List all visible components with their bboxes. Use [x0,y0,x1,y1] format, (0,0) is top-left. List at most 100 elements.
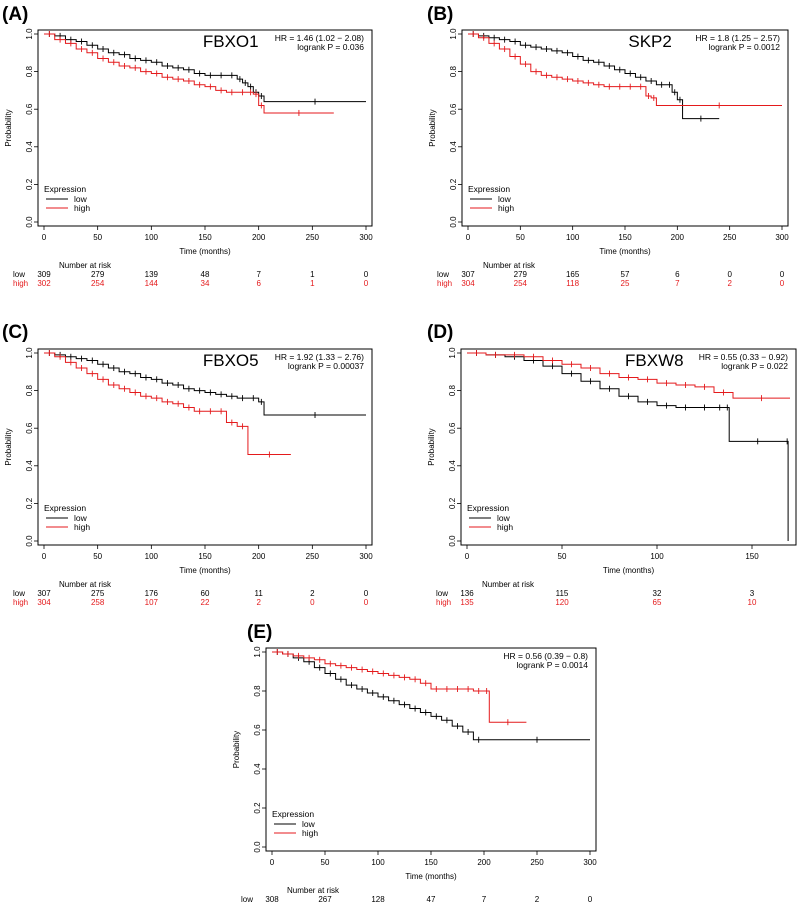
risk-count-low: 0 [588,895,593,903]
risk-count-low: 307 [461,270,475,279]
risk-count-low: 1 [310,270,315,279]
x-tick-label: 300 [775,233,789,242]
risk-count-high: 0 [780,279,785,288]
risk-count-high: 118 [566,279,579,288]
y-tick-label: 0.6 [25,103,34,115]
logrank-p: logrank P = 0.022 [721,361,788,371]
panel-label: (C) [2,322,28,343]
gene-title: FBXO5 [203,351,259,370]
y-tick-label: 0.0 [25,216,34,228]
y-tick-label: 0.0 [25,535,34,547]
x-tick-label: 250 [306,233,320,242]
x-tick-label: 50 [558,552,567,561]
y-tick-label: 1.0 [448,347,457,359]
risk-table-title: Number at risk [287,886,340,895]
legend-label-high: high [74,522,90,532]
y-tick-label: 1.0 [449,28,458,40]
panel-label: (D) [427,322,453,343]
plot-frame [461,29,789,227]
panel-label: (E) [247,622,272,643]
x-tick-label: 0 [466,233,471,242]
risk-count-low: 136 [460,589,474,598]
survival-curve-low [468,33,720,120]
x-tick-label: 150 [745,552,759,561]
risk-count-low: 0 [364,270,369,279]
risk-count-low: 3 [750,589,755,598]
y-tick-label: 0.2 [448,497,457,509]
risk-count-low: 176 [145,589,159,598]
y-tick-label: 0.6 [448,422,457,434]
x-tick-label: 200 [252,233,266,242]
y-tick-label: 0.4 [25,460,34,472]
risk-count-high: 7 [675,279,680,288]
x-tick-label: 0 [42,552,47,561]
y-axis-label: Probability [232,731,241,768]
risk-count-low: 60 [201,589,210,598]
risk-row-label-high: high [13,279,28,288]
risk-row-label-low: low [13,270,25,279]
logrank-p: logrank P = 0.0014 [517,660,589,670]
logrank-p: logrank P = 0.036 [297,42,364,52]
legend-label-low: low [498,194,512,204]
risk-count-high: 107 [145,598,159,607]
x-tick-label: 250 [723,233,737,242]
y-tick-label: 0.8 [448,384,457,396]
risk-count-high: 2 [727,279,732,288]
risk-row-label-low: low [241,895,253,903]
legend-title: Expression [467,503,509,513]
x-tick-label: 100 [371,858,385,867]
x-tick-label: 150 [198,233,212,242]
risk-table-title: Number at risk [59,261,112,270]
x-tick-label: 200 [252,552,266,561]
y-tick-label: 0.2 [25,178,34,190]
risk-count-high: 120 [555,598,569,607]
x-tick-label: 300 [359,552,373,561]
risk-count-low: 0 [364,589,369,598]
hazard-ratio: HR = 1.46 (1.02 − 2.08) [275,33,364,43]
risk-count-low: 115 [556,589,569,598]
y-tick-label: 0.6 [25,422,34,434]
risk-count-high: 258 [91,598,105,607]
risk-count-low: 267 [318,895,332,903]
survival-curve-low [272,651,590,741]
y-tick-label: 0.8 [449,65,458,77]
y-tick-label: 0.0 [449,216,458,228]
y-axis-label: Probability [4,109,13,146]
legend-title: Expression [272,809,314,819]
y-axis-label: Probability [427,428,436,465]
x-tick-label: 150 [424,858,438,867]
legend-label-high: high [498,203,514,213]
x-tick-label: 150 [198,552,212,561]
legend-title: Expression [44,184,86,194]
risk-count-low: 128 [371,895,385,903]
x-tick-label: 50 [93,233,102,242]
risk-count-low: 279 [514,270,528,279]
y-tick-label: 1.0 [25,28,34,40]
risk-count-high: 34 [201,279,210,288]
x-tick-label: 200 [671,233,685,242]
risk-count-high: 0 [364,279,369,288]
x-tick-label: 250 [306,552,320,561]
y-tick-label: 0.2 [25,497,34,509]
y-axis-label: Probability [428,109,437,146]
x-tick-label: 100 [145,552,159,561]
x-tick-label: 150 [618,233,632,242]
risk-count-high: 22 [201,598,210,607]
hazard-ratio: HR = 0.55 (0.33 − 0.92) [699,352,788,362]
risk-count-low: 48 [201,270,210,279]
risk-count-high: 0 [310,598,315,607]
hazard-ratio: HR = 1.92 (1.33 − 2.76) [275,352,364,362]
y-tick-label: 0.8 [253,685,262,697]
risk-count-high: 65 [653,598,662,607]
risk-count-high: 254 [91,279,105,288]
y-tick-label: 0.2 [449,178,458,190]
risk-count-high: 304 [37,598,51,607]
survival-curve-low [467,352,789,541]
risk-count-low: 2 [310,589,315,598]
risk-row-label-low: low [437,270,449,279]
x-tick-label: 100 [145,233,159,242]
risk-count-high: 144 [145,279,159,288]
logrank-p: logrank P = 0.0012 [709,42,781,52]
risk-table-title: Number at risk [482,580,535,589]
